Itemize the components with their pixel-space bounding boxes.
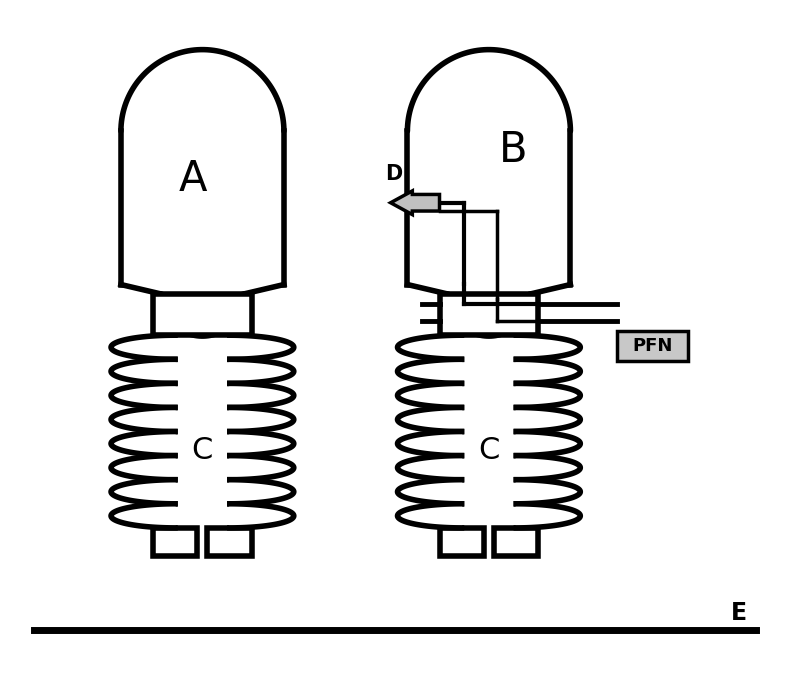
Polygon shape: [230, 480, 294, 504]
Polygon shape: [230, 384, 294, 408]
Polygon shape: [398, 432, 462, 455]
Text: PFN: PFN: [633, 337, 673, 355]
Polygon shape: [516, 408, 580, 432]
Bar: [207, 528, 252, 556]
Polygon shape: [516, 432, 580, 455]
Polygon shape: [398, 408, 462, 432]
Polygon shape: [398, 480, 462, 504]
Polygon shape: [111, 455, 175, 480]
Polygon shape: [230, 432, 294, 455]
Polygon shape: [230, 408, 294, 432]
Polygon shape: [230, 359, 294, 384]
Bar: [439, 528, 484, 556]
Polygon shape: [516, 359, 580, 384]
Polygon shape: [516, 384, 580, 408]
Polygon shape: [111, 384, 175, 408]
Polygon shape: [111, 408, 175, 432]
Polygon shape: [516, 480, 580, 504]
Polygon shape: [516, 504, 580, 528]
Text: A: A: [178, 158, 206, 200]
Polygon shape: [230, 455, 294, 480]
Polygon shape: [398, 455, 462, 480]
Polygon shape: [398, 504, 462, 528]
Polygon shape: [111, 504, 175, 528]
Text: C: C: [478, 436, 500, 465]
Text: C: C: [192, 436, 213, 465]
Polygon shape: [398, 384, 462, 408]
Polygon shape: [398, 359, 462, 384]
Polygon shape: [111, 335, 175, 359]
Polygon shape: [111, 480, 175, 504]
Bar: [494, 528, 538, 556]
Polygon shape: [111, 432, 175, 455]
Polygon shape: [516, 455, 580, 480]
Bar: [153, 528, 198, 556]
Polygon shape: [230, 504, 294, 528]
Text: B: B: [499, 129, 528, 171]
Polygon shape: [230, 335, 294, 359]
Text: D: D: [385, 164, 402, 184]
Bar: [153, 294, 252, 335]
Polygon shape: [516, 335, 580, 359]
Text: E: E: [731, 600, 747, 625]
Polygon shape: [390, 191, 439, 215]
Bar: [439, 294, 538, 335]
Polygon shape: [111, 359, 175, 384]
Bar: [618, 331, 689, 361]
Polygon shape: [398, 335, 462, 359]
